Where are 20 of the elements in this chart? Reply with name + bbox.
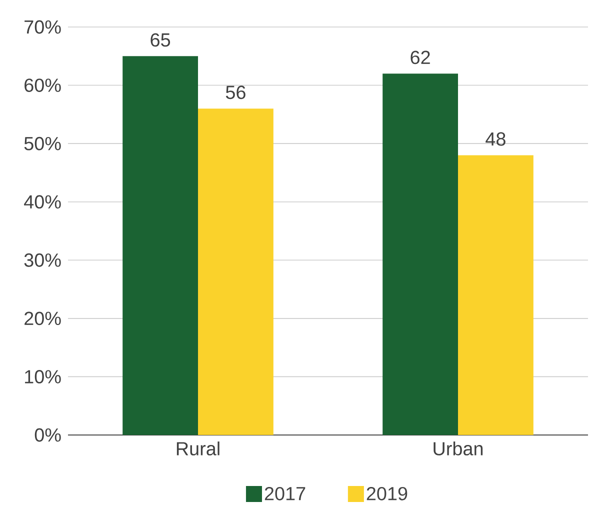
y-tick-label: 40% xyxy=(24,195,61,209)
legend-label: 2019 xyxy=(366,486,408,500)
y-tick-label: 20% xyxy=(24,312,61,326)
data-label: 65 xyxy=(150,33,170,47)
x-tick-label: Urban xyxy=(434,442,483,456)
bar xyxy=(122,56,198,435)
y-tick-label: 50% xyxy=(24,136,61,150)
bar xyxy=(458,155,534,435)
bar xyxy=(382,74,458,435)
y-tick-label: 0% xyxy=(34,428,61,442)
legend-label: 2017 xyxy=(264,486,306,500)
y-tick-label: 30% xyxy=(24,253,61,267)
y-tick-label: 70% xyxy=(24,20,61,34)
data-label: 62 xyxy=(410,50,430,64)
bar xyxy=(198,108,274,435)
data-label: 56 xyxy=(226,86,246,100)
data-label: 48 xyxy=(486,132,506,146)
y-tick-label: 60% xyxy=(24,78,61,92)
y-tick-label: 10% xyxy=(25,370,61,384)
x-tick-label: Rural xyxy=(176,442,220,456)
